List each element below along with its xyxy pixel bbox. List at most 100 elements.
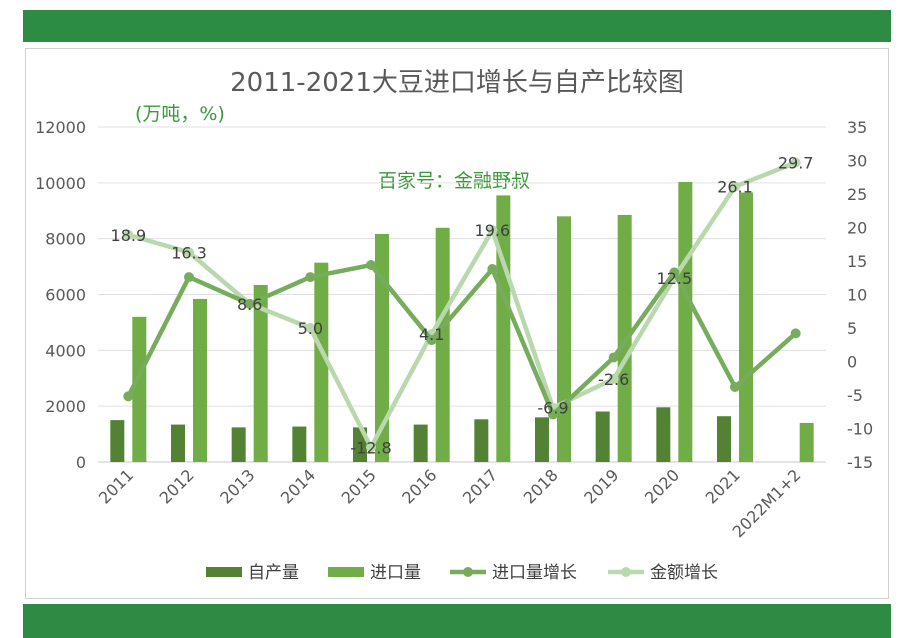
lines [123,157,801,453]
data-label: -12.8 [350,438,391,457]
right-tick-label: -15 [847,453,873,472]
left-tick-label: 8000 [45,230,86,249]
point-进口量增长 [184,272,194,283]
point-金额增长 [790,157,801,168]
bar-自产量 [656,407,671,462]
bar-进口量 [557,216,571,462]
right-tick-label: 15 [847,252,867,271]
right-tick-label: 0 [847,353,857,372]
left-tick-label: 6000 [45,286,86,305]
bar-进口量 [678,181,693,462]
x-tick-label: 2011 [95,465,137,507]
point-进口量增长 [244,298,255,309]
bar-自产量 [171,424,185,462]
gridlines [98,126,826,463]
left-tick-label: 10000 [35,174,86,193]
legend-marker [621,567,631,577]
point-金额增长 [608,373,619,384]
bar-自产量 [413,424,428,462]
point-金额增长 [184,247,194,258]
bar-自产量 [292,426,307,462]
data-labels: 18.9 16.3 8.6 5.0 -12.8 4.1 19.6 -6.9 -2.6 12.5 26… [111,154,814,458]
top-green-band [23,10,891,42]
data-label: -6.9 [537,399,568,418]
bar-进口量 [739,192,753,462]
legend-label: 自产量 [248,563,299,583]
point-金额增长 [487,225,498,236]
x-tick-label: 2012 [156,465,198,507]
data-label: -2.6 [598,370,629,389]
left-tick-label: 12000 [35,118,86,137]
bar-进口量 [375,233,389,462]
right-tick-label: -5 [847,386,863,405]
right-tick-label: 25 [847,185,867,204]
x-tick-label: 2018 [520,465,562,507]
bar-自产量 [231,427,246,462]
x-tick-label: 2013 [216,465,258,507]
bar-进口量 [253,285,268,462]
legend-label: 进口量 [370,563,421,583]
legend-marker [463,567,473,577]
point-进口量增长 [790,328,801,339]
legend-label: 金额增长 [650,563,718,583]
left-axis-ticks: 0 2000 4000 6000 8000 10000 12000 [35,118,86,472]
point-金额增长 [305,323,316,333]
point-进口量增长 [730,381,740,392]
x-tick-label: 2021 [702,465,744,507]
legend-swatch [328,567,364,577]
legend-swatch [206,567,242,577]
bar-自产量 [535,417,549,462]
right-tick-label: 35 [847,118,867,137]
data-label: 18.9 [111,226,147,245]
left-tick-label: 0 [76,453,86,472]
data-label: 26.1 [717,178,753,197]
left-tick-label: 4000 [45,341,86,360]
x-tick-label: 2020 [641,465,683,507]
x-tick-label: 2016 [398,465,440,507]
point-进口量增长 [305,272,316,283]
bar-自产量 [717,416,731,462]
point-进口量增长 [426,335,437,346]
bar-进口量 [799,422,814,462]
bar-进口量 [132,316,147,462]
chart-title: 2011-2021大豆进口增长与自产比较图 [230,68,684,98]
data-label: 8.6 [237,295,262,314]
point-进口量增长 [548,409,558,420]
data-label: 19.6 [475,221,511,240]
bars [110,181,814,463]
bar-自产量 [595,411,610,462]
point-进口量增长 [366,260,376,271]
point-进口量增长 [487,264,498,275]
point-进口量增长 [123,391,134,402]
point-进口量增长 [608,352,619,363]
point-进口量增长 [669,267,680,278]
watermark: 百家号：金融野叔 [378,170,530,192]
left-tick-label: 2000 [45,397,86,416]
line-金额增长 [127,160,797,450]
right-tick-label: -10 [847,420,873,439]
legend-label: 进口量增长 [492,563,577,583]
bottom-green-band [23,604,891,638]
x-tick-label: 2019 [580,465,622,507]
bar-进口量 [435,227,450,462]
data-label: 29.7 [778,154,814,173]
right-tick-label: 5 [847,319,857,338]
x-tick-label: 2014 [277,465,319,507]
legend: 自产量 进口量 进口量增长 金额增长 [206,563,718,583]
bar-进口量 [314,262,329,462]
data-label: 16.3 [171,243,207,262]
data-label: 12.5 [657,269,693,288]
x-axis-ticks: 2011 2012 2013 2014 2015 2016 2017 2018 2019 2020… [95,465,805,541]
bar-进口量 [193,298,207,462]
bar-自产量 [474,419,489,462]
bar-自产量 [110,420,125,462]
right-axis-ticks: -15 -10 -5 0 5 10 15 20 25 30 35 [847,118,873,472]
point-金额增长 [730,181,740,192]
data-label: 4.1 [419,325,444,344]
x-tick-label: 2015 [338,465,380,507]
data-label: 5.0 [298,319,323,338]
line-进口量增长 [126,262,798,417]
right-tick-label: 30 [847,152,867,171]
unit-note: (万吨，%) [135,103,225,125]
